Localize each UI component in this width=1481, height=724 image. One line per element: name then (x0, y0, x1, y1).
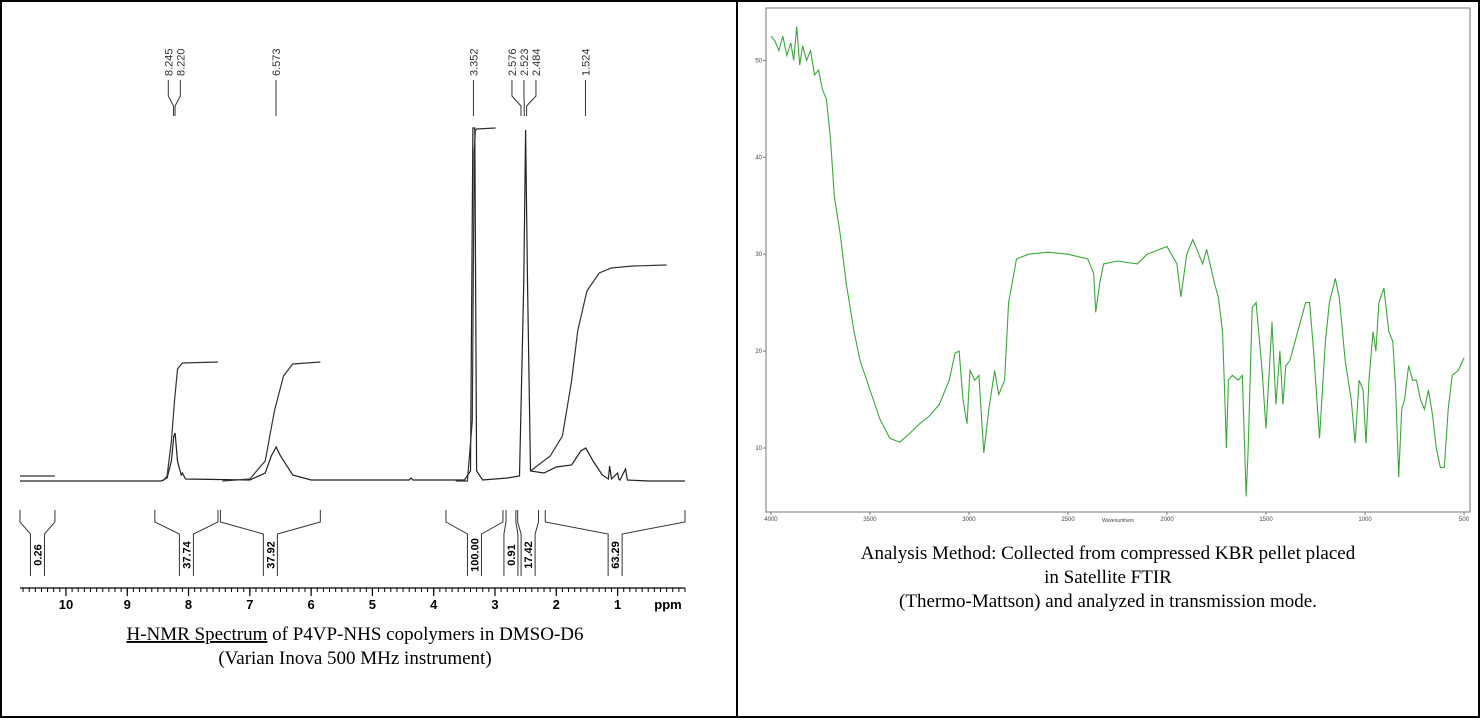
x-tick-label: 500 (1459, 517, 1470, 523)
peak-label: 8.245 (163, 48, 175, 76)
x-tick-label: 4 (430, 597, 438, 612)
ftir-caption: (Thermo-Mattson) and analyzed in transmi… (899, 591, 1317, 612)
x-tick-label: 4000 (764, 517, 778, 523)
x-tick-label: 2500 (1061, 517, 1075, 523)
y-tick-label: 40 (755, 155, 762, 161)
peak-label: 1.524 (580, 48, 592, 76)
x-tick-label: 1000 (1358, 517, 1372, 523)
x-tick-label: 3500 (863, 517, 877, 523)
x-tick-label: 2 (553, 597, 560, 612)
peak-label: 6.573 (271, 48, 283, 76)
x-tick-label: 2000 (1160, 517, 1174, 523)
integral-label: 37.92 (265, 541, 277, 569)
peak-leader (168, 80, 173, 116)
x-axis-label: Wavenumbers (1102, 518, 1135, 524)
x-tick-label: 10 (59, 597, 73, 612)
integral-label: 37.74 (181, 540, 193, 568)
y-tick-label: 50 (755, 58, 762, 64)
peak-label: 3.352 (468, 48, 480, 76)
peak-leader (512, 80, 521, 116)
y-tick-label: 30 (755, 252, 762, 258)
x-tick-label: 3 (491, 597, 498, 612)
x-tick-label: 8 (185, 597, 192, 612)
x-tick-label: 9 (124, 597, 131, 612)
nmr-spectrum (20, 128, 685, 481)
ftir-caption: in Satellite FTIR (1044, 567, 1172, 588)
x-tick-label: 5 (369, 597, 376, 612)
caption-underlined: H-NMR Spectrum (126, 624, 267, 645)
nmr-caption: H-NMR Spectrum of P4VP-NHS copolymers in… (126, 624, 583, 645)
caption-rest: of P4VP-NHS copolymers in DMSO-D6 (267, 624, 583, 645)
integral-label: 63.29 (610, 541, 622, 569)
peak-label: 2.484 (531, 48, 543, 76)
x-unit: ppm (654, 597, 681, 612)
peak-leader (527, 80, 536, 116)
ftir-caption: Analysis Method: Collected from compress… (861, 543, 1356, 564)
x-tick-label: 7 (246, 597, 253, 612)
peak-label: 2.576 (507, 48, 519, 76)
integral-label: 100.00 (469, 538, 481, 572)
integral-label: 0.26 (32, 544, 44, 565)
peak-label: 8.220 (175, 48, 187, 76)
peak-label: 2.523 (519, 48, 531, 76)
y-tick-label: 20 (755, 349, 762, 355)
ftir-frame (766, 8, 1470, 512)
peak-leader (175, 80, 180, 116)
ftir-spectrum (771, 26, 1464, 496)
integral-label: 0.91 (506, 544, 518, 565)
x-tick-label: 1500 (1259, 517, 1273, 523)
integral-label: 17.42 (523, 541, 535, 569)
x-tick-label: 6 (308, 597, 315, 612)
nmr-integral (20, 128, 667, 481)
nmr-caption-line2: (Varian Inova 500 MHz instrument) (218, 648, 491, 669)
y-tick-label: 10 (755, 446, 762, 452)
x-tick-label: 3000 (962, 517, 976, 523)
x-tick-label: 1 (614, 597, 621, 612)
